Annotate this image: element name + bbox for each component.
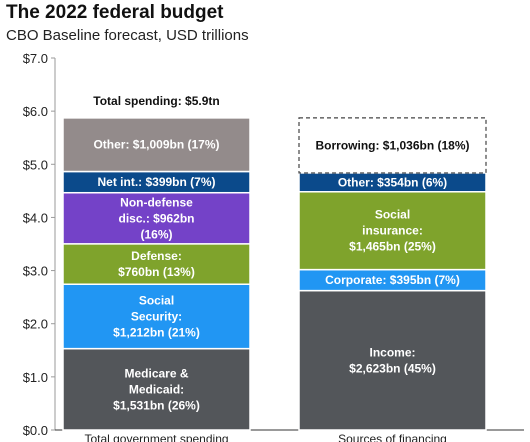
y-tick-label: $4.0 [23, 210, 48, 225]
bar-segment-borrowing [298, 117, 487, 174]
segment-label-corporate: Corporate: $395bn (7%) [325, 273, 460, 287]
page-subtitle: CBO Baseline forecast, USD trillions [6, 27, 249, 44]
y-tick-label: $6.0 [23, 104, 48, 119]
y-tick-label: $1.0 [23, 370, 48, 385]
y-tick-label: $7.0 [23, 51, 48, 66]
y-tick-label: $0.0 [23, 423, 48, 438]
bar-segment-other [62, 117, 251, 173]
segment-label-non-defense-disc: Non-defense disc.: $962bn (16%) [118, 195, 194, 241]
page-title: The 2022 federal budget [6, 2, 224, 23]
bar-segment-medicare-medicaid [62, 347, 251, 431]
segment-label-other: Other: $1,009bn (17%) [93, 138, 219, 152]
segment-label-medicare-medicaid: Medicare & Medicaid: $1,531bn (26%) [113, 366, 200, 412]
category-label: Sources of financing [338, 432, 447, 442]
bar-segment-social-insurance [298, 191, 487, 271]
segment-label-other: Other: $354bn (6%) [338, 175, 447, 189]
bar-segment-income [298, 289, 487, 431]
segment-label-defense: Defense: $760bn (13%) [118, 249, 195, 279]
y-tick-label: $5.0 [23, 157, 48, 172]
segment-label-income: Income: $2,623bn (45%) [349, 345, 436, 375]
y-tick-label: $2.0 [23, 317, 48, 332]
bar-segment-defense [62, 243, 251, 285]
segment-label-borrowing: Borrowing: $1,036bn (18%) [315, 138, 469, 152]
total-spending-annotation: Total spending: $5.9tn [93, 94, 219, 108]
segment-label-net-int: Net int.: $399bn (7%) [97, 175, 215, 189]
bar-segment-non-defense-disc [62, 191, 251, 245]
y-tick-label: $3.0 [23, 264, 48, 279]
category-label: Total government spending [84, 432, 228, 442]
bar-segment-social-security [62, 283, 251, 350]
segment-label-social-security: Social Security: $1,212bn (21%) [113, 293, 200, 339]
segment-label-social-insurance: Social insurance: $1,465bn (25%) [349, 208, 436, 254]
